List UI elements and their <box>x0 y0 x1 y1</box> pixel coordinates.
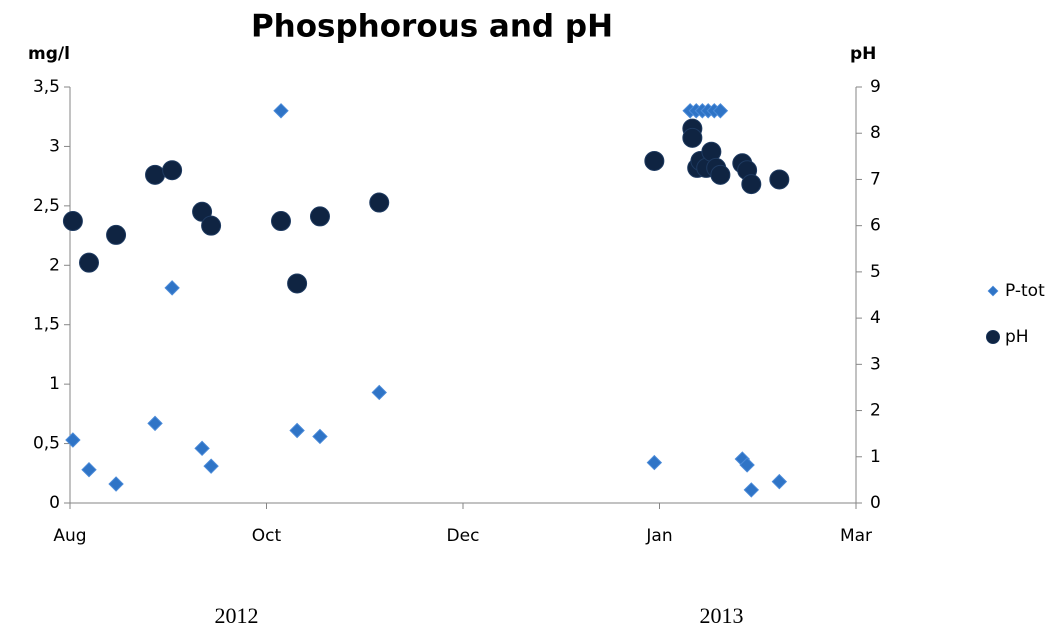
point <box>309 206 330 227</box>
point <box>743 482 760 498</box>
point <box>710 164 731 185</box>
point <box>270 211 291 232</box>
point <box>79 252 100 273</box>
point <box>369 192 390 213</box>
legend-marker <box>987 285 999 297</box>
y-tick-label: 2 <box>49 255 60 275</box>
legend-label: P-tot <box>1005 281 1045 301</box>
point <box>145 164 166 185</box>
x-group-label: 2012 <box>215 603 259 628</box>
y2-tick-label: 4 <box>870 308 881 328</box>
x-tick-label: Jan <box>645 526 672 546</box>
point <box>371 384 387 401</box>
point <box>682 127 703 148</box>
point <box>65 432 81 448</box>
point <box>312 428 328 445</box>
y2-tick-label: 1 <box>870 447 881 467</box>
y-axis-label: mg/l <box>28 44 70 64</box>
point <box>712 103 729 119</box>
point <box>739 457 755 473</box>
legend-marker <box>986 330 1001 345</box>
y2-tick-label: 2 <box>870 401 881 421</box>
y2-tick-label: 3 <box>870 354 881 374</box>
y-tick-label: 3,5 <box>33 77 60 97</box>
point <box>644 150 665 171</box>
point <box>289 422 305 439</box>
y-tick-label: 1,5 <box>33 315 60 335</box>
point <box>741 174 762 195</box>
point <box>646 454 663 471</box>
y2-tick-label: 7 <box>870 169 881 189</box>
point <box>81 462 97 478</box>
point <box>62 211 83 232</box>
y-tick-label: 2,5 <box>33 196 60 216</box>
point <box>273 103 289 119</box>
y2-axis-label: pH <box>850 44 876 64</box>
point <box>108 476 124 492</box>
y2-tick-label: 0 <box>870 493 881 513</box>
legend-label: pH <box>1005 327 1029 347</box>
point <box>164 280 180 296</box>
point <box>771 473 788 490</box>
point <box>162 160 183 181</box>
point <box>201 215 222 236</box>
point <box>192 201 213 222</box>
point <box>106 224 127 245</box>
y2-tick-label: 5 <box>870 262 881 282</box>
chart-title: Phosphorous and pH <box>251 9 613 45</box>
y-tick-label: 0,5 <box>33 434 60 454</box>
point <box>287 273 308 294</box>
y2-tick-label: 6 <box>870 216 881 236</box>
point <box>194 440 210 457</box>
y-tick-label: 3 <box>49 136 60 156</box>
y-tick-label: 0 <box>49 493 60 513</box>
point <box>147 415 163 432</box>
y2-tick-label: 9 <box>870 77 881 97</box>
x-tick-label: Oct <box>252 526 282 546</box>
x-group-label: 2013 <box>700 603 744 628</box>
y2-tick-label: 8 <box>870 123 881 143</box>
x-tick-label: Aug <box>53 526 86 546</box>
x-tick-label: Mar <box>840 526 872 546</box>
x-tick-label: Dec <box>447 526 480 546</box>
y-tick-label: 1 <box>49 374 60 394</box>
point <box>769 169 790 190</box>
point <box>203 458 219 474</box>
